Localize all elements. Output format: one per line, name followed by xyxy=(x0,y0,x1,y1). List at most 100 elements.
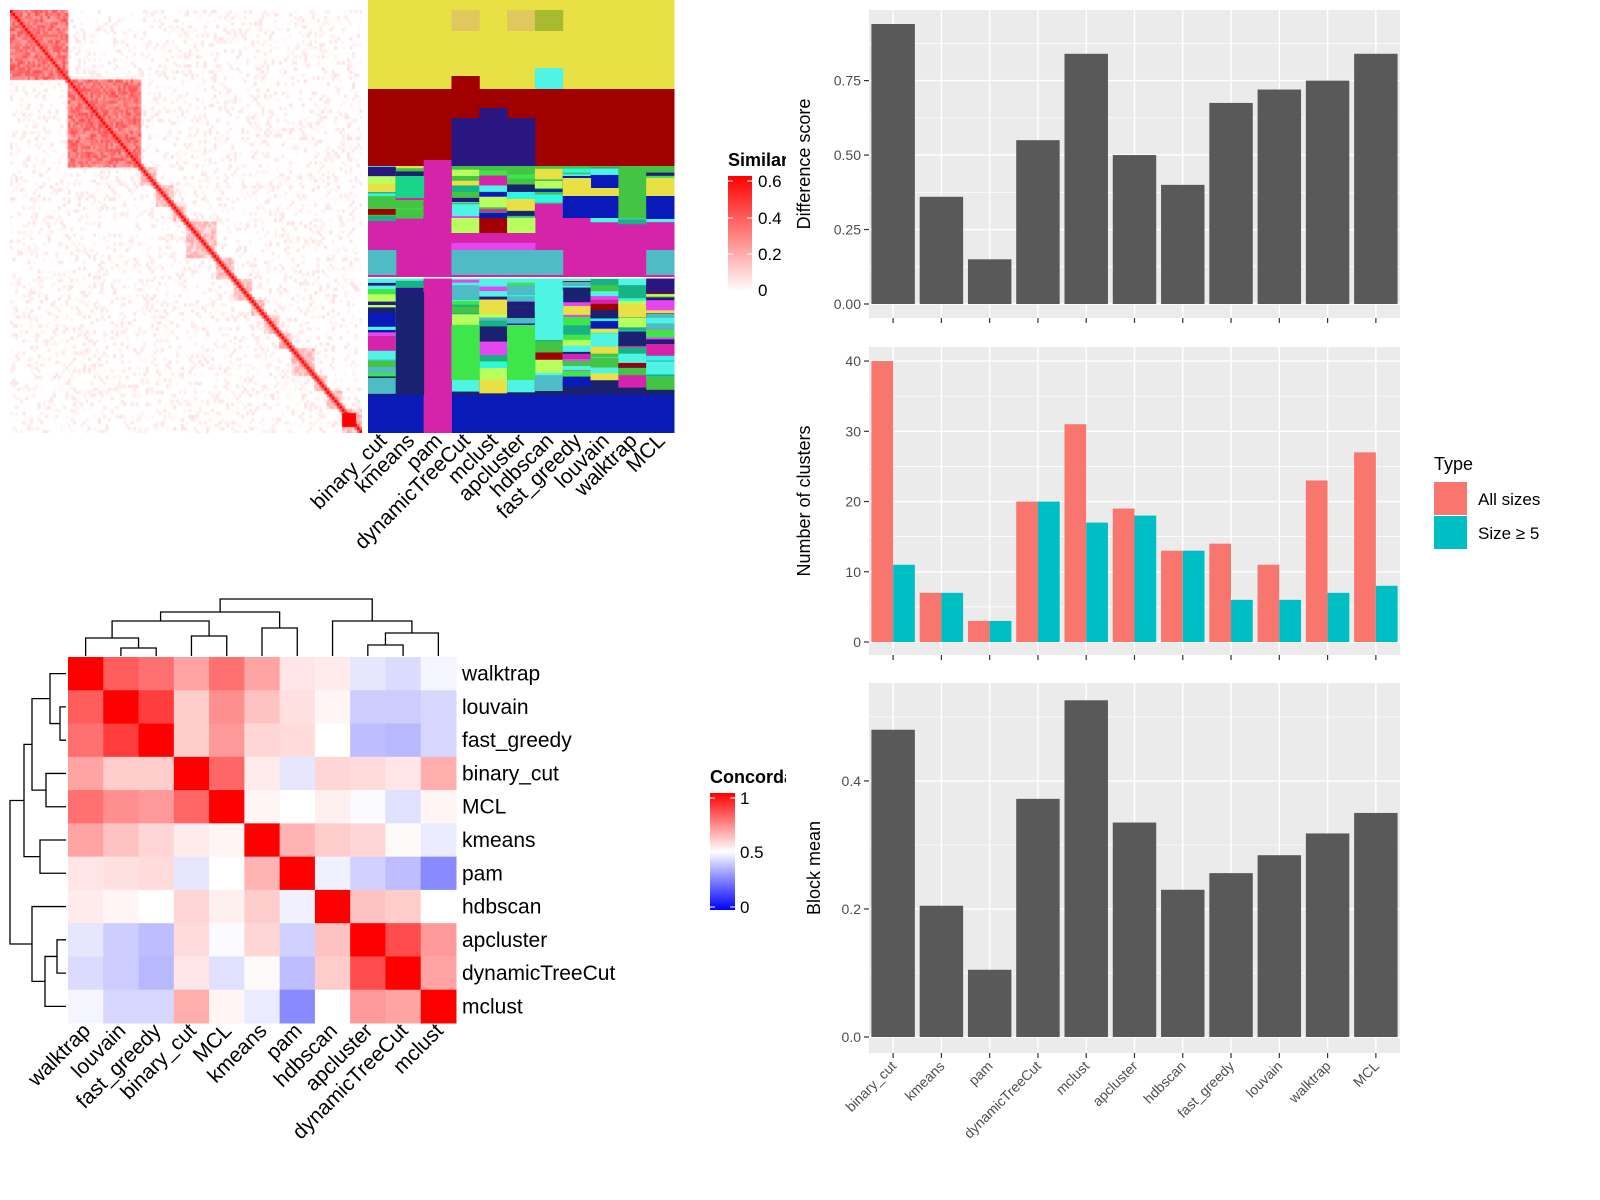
heatmap-cell xyxy=(173,823,210,858)
cluster-band xyxy=(395,89,425,166)
heatmap-cell xyxy=(420,723,457,758)
cluster-band xyxy=(395,218,425,278)
y-tick-label: 0.4 xyxy=(842,773,862,789)
heatmap-cell xyxy=(314,856,351,891)
dendrogram-branch xyxy=(49,672,66,725)
heatmap-cell xyxy=(244,723,281,758)
cluster-band xyxy=(646,395,675,433)
cluster-band xyxy=(507,10,536,31)
heatmap-cell xyxy=(138,657,175,691)
concordance-heatmap xyxy=(68,657,457,1024)
heatmap-cell xyxy=(68,956,104,991)
heatmap-cell xyxy=(173,756,210,791)
cluster-band xyxy=(618,367,647,376)
cluster-band xyxy=(479,361,508,367)
heatmap-cell xyxy=(279,889,316,924)
heatmap-cell xyxy=(244,923,281,957)
heatmap-cell xyxy=(420,889,457,924)
type-legend: Type All sizes Size ≥ 5 xyxy=(1434,454,1540,549)
cluster-band xyxy=(479,218,508,233)
heatmap-cell xyxy=(350,790,386,824)
cluster-band xyxy=(618,0,647,89)
heatmap-cell xyxy=(138,823,175,858)
heatmap-cell xyxy=(314,756,351,791)
heatmap-cell xyxy=(103,723,140,758)
dendrogram-branch xyxy=(219,598,373,621)
dendrogram-branch xyxy=(261,627,298,656)
x-tick-label: mclust xyxy=(1052,1058,1092,1098)
y-tick-label: 0.75 xyxy=(834,73,861,89)
bar-all-sizes xyxy=(1305,480,1328,643)
row-label: MCL xyxy=(462,796,506,819)
dendrogram-branch xyxy=(31,905,66,983)
cluster-band xyxy=(507,250,536,275)
bar-size-ge-5 xyxy=(893,564,915,643)
heatmap-cell xyxy=(314,823,351,858)
heatmap-cell xyxy=(420,657,457,691)
cluster-band xyxy=(507,293,536,299)
heatmap-cell xyxy=(314,723,351,758)
cluster-band xyxy=(534,345,564,353)
cluster-band xyxy=(534,375,564,392)
bar-all-sizes xyxy=(1064,424,1087,643)
cluster-band xyxy=(479,364,508,372)
cluster-band xyxy=(590,188,619,196)
cluster-band xyxy=(562,325,592,336)
cluster-band xyxy=(451,279,480,288)
cluster-band xyxy=(451,197,480,203)
cluster-band xyxy=(618,89,647,166)
cluster-band xyxy=(646,355,675,361)
cluster-band xyxy=(590,218,619,278)
cluster-band xyxy=(534,68,564,89)
dendrogram-branch xyxy=(331,620,413,656)
cluster-band xyxy=(618,304,647,318)
dendrogram-branch xyxy=(159,611,281,628)
x-tick-label: MCL xyxy=(1350,1058,1382,1090)
heatmap-cell xyxy=(420,989,457,1024)
cluster-band xyxy=(368,250,397,275)
cluster-band xyxy=(507,296,536,302)
heatmap-cell xyxy=(244,657,281,691)
cluster-band xyxy=(590,217,619,223)
heatmap-cell xyxy=(68,723,104,758)
cluster-band xyxy=(618,363,647,368)
bar-size-ge-5 xyxy=(1375,585,1398,643)
bar-size-ge-5 xyxy=(1037,501,1060,643)
heatmap-cell xyxy=(420,756,457,791)
heatmap-cell xyxy=(314,989,351,1024)
heatmap-cell xyxy=(279,790,316,824)
legend-title: Concordance xyxy=(710,767,825,787)
column-dendrogram xyxy=(84,598,440,656)
heatmap-cell xyxy=(173,690,210,725)
bar-all-sizes xyxy=(1354,452,1376,643)
cluster-band xyxy=(562,287,592,303)
cluster-band xyxy=(507,218,536,233)
bar-size-ge-5 xyxy=(989,620,1012,643)
bar-size-ge-5 xyxy=(1086,522,1108,643)
bar xyxy=(967,259,1012,304)
cluster-band xyxy=(618,331,647,346)
heatmap-cell xyxy=(244,889,281,924)
cluster-band xyxy=(534,203,564,214)
cluster-band xyxy=(368,312,397,327)
heatmap-cell xyxy=(279,823,316,858)
cluster-band xyxy=(507,188,536,200)
bar-chart-1: 0.00 0.25 0.50 0.75 Difference score xyxy=(794,10,1400,323)
heatmap-cell xyxy=(244,956,281,991)
heatmap-cell xyxy=(244,989,281,1024)
cluster-band xyxy=(507,307,536,318)
heatmap-cell xyxy=(68,856,104,891)
legend-label: Size ≥ 5 xyxy=(1478,524,1539,543)
cluster-band xyxy=(507,325,536,380)
heatmap-cell xyxy=(350,989,386,1024)
cluster-band xyxy=(534,359,564,374)
cluster-band xyxy=(562,336,592,346)
heatmap-cell xyxy=(138,790,175,824)
cluster-band xyxy=(534,184,564,188)
heatmap-cell xyxy=(314,956,351,991)
dendrogram-branch xyxy=(120,647,157,656)
cluster-band xyxy=(507,376,536,393)
heatmap-cell xyxy=(279,756,316,791)
